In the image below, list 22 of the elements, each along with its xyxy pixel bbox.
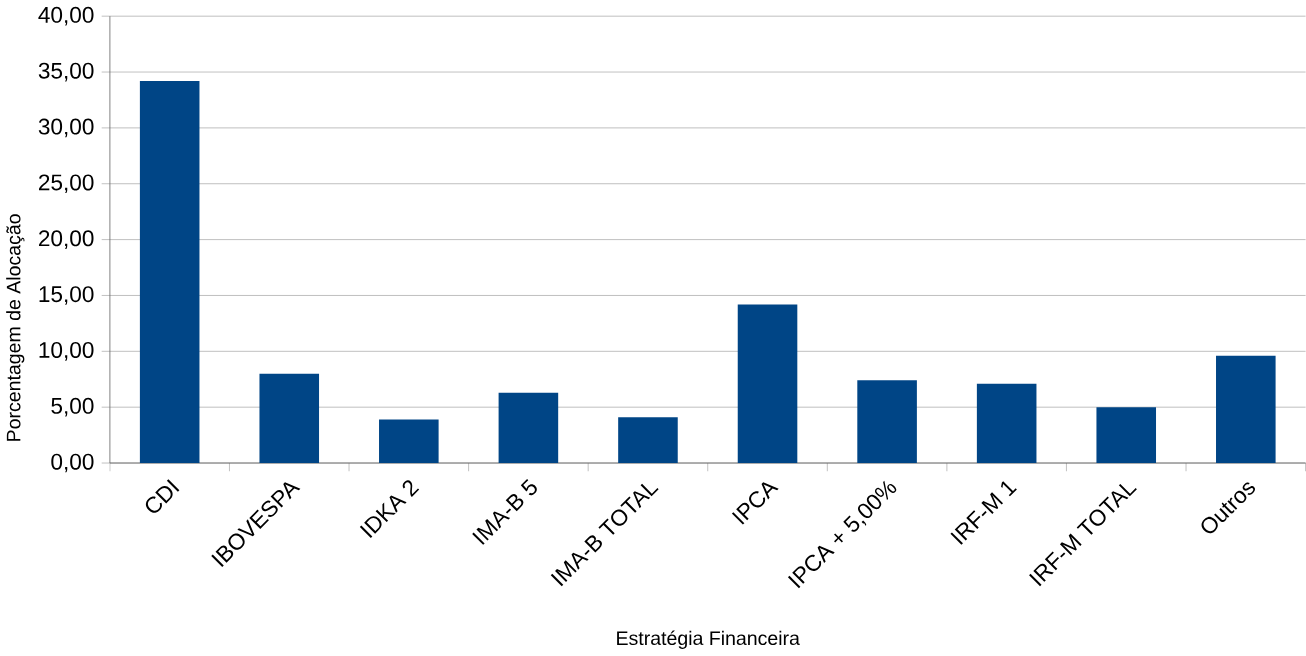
y-axis-title: Porcentagem de Alocação	[6, 214, 25, 441]
y-tick-label: 25,00	[39, 174, 94, 194]
x-axis-title: Estratégia Financeira	[617, 630, 800, 650]
bar	[1096, 407, 1157, 464]
y-tick-label: 10,00	[39, 342, 94, 361]
y-tick-label: 20,00	[39, 230, 94, 250]
bar	[857, 380, 917, 464]
bar	[976, 383, 1037, 464]
y-tick-label: 5,00	[51, 397, 94, 417]
bar	[1216, 355, 1276, 464]
y-tick-label: 0,00	[51, 453, 94, 473]
y-tick-label: 15,00	[39, 286, 94, 305]
x-tick-label: CDI	[145, 479, 180, 513]
bar	[737, 304, 798, 464]
y-tick-label: 40,00	[38, 6, 94, 26]
bar	[379, 419, 439, 464]
bar	[139, 81, 200, 464]
bar	[259, 373, 320, 464]
bar	[618, 417, 678, 464]
y-tick-label: 30,00	[38, 118, 94, 138]
bar	[498, 392, 559, 464]
y-tick-label: 35,00	[38, 62, 94, 82]
